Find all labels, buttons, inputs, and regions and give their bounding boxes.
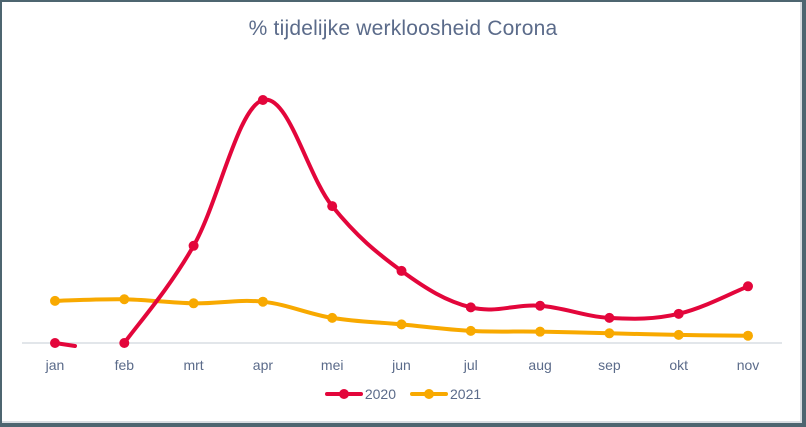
- chart-title: % tijdelijke werkloosheid Corona: [248, 17, 558, 40]
- data-point-marker[interactable]: [119, 294, 130, 305]
- legend-marker-2021-icon: [410, 387, 448, 401]
- data-point-marker[interactable]: [327, 201, 338, 212]
- legend-item-2020[interactable]: 2020: [324, 386, 396, 402]
- data-point-marker[interactable]: [673, 329, 684, 340]
- data-point-marker[interactable]: [119, 338, 130, 348]
- data-point-marker[interactable]: [604, 328, 615, 339]
- x-tick-label: sep: [598, 357, 621, 373]
- series-2020: [50, 95, 753, 348]
- x-tick-label: mei: [321, 357, 344, 373]
- data-point-marker[interactable]: [535, 326, 546, 337]
- data-point-marker[interactable]: [396, 265, 407, 276]
- data-point-marker[interactable]: [604, 312, 615, 323]
- data-point-marker[interactable]: [50, 295, 60, 306]
- x-tick-label: jan: [45, 357, 65, 373]
- x-tick-label: apr: [253, 357, 274, 373]
- legend: 2020 2021: [0, 386, 806, 402]
- data-point-marker[interactable]: [50, 338, 60, 348]
- legend-item-2021[interactable]: 2021: [410, 386, 481, 402]
- x-tick-label: okt: [669, 357, 688, 373]
- x-tick-label: jun: [391, 357, 411, 373]
- series-line: [53, 97, 750, 348]
- x-tick-label: feb: [115, 357, 135, 373]
- data-point-marker[interactable]: [188, 240, 199, 251]
- data-point-marker[interactable]: [257, 95, 268, 105]
- data-point-marker[interactable]: [743, 281, 753, 292]
- data-point-marker[interactable]: [188, 298, 199, 309]
- x-tick-label: aug: [528, 357, 551, 373]
- x-tick-label: mrt: [183, 357, 203, 373]
- series-2021: [50, 294, 753, 341]
- frame-shadow: [2, 2, 802, 423]
- data-point-marker[interactable]: [465, 325, 476, 336]
- legend-label-2021: 2021: [450, 386, 482, 402]
- data-point-marker[interactable]: [257, 296, 268, 307]
- data-point-marker[interactable]: [535, 300, 546, 311]
- x-tick-label: nov: [737, 357, 760, 373]
- data-point-marker[interactable]: [743, 330, 753, 341]
- data-point-marker[interactable]: [396, 319, 407, 330]
- legend-label-2020: 2020: [364, 386, 396, 402]
- data-point-marker[interactable]: [465, 302, 476, 313]
- x-axis-labels: jan feb mrt apr mei jun jul aug sep okt nov: [45, 357, 760, 373]
- legend-marker-2020-icon: [324, 387, 363, 401]
- x-tick-label: jul: [463, 357, 478, 373]
- data-point-marker[interactable]: [327, 312, 338, 323]
- data-point-marker[interactable]: [673, 308, 684, 319]
